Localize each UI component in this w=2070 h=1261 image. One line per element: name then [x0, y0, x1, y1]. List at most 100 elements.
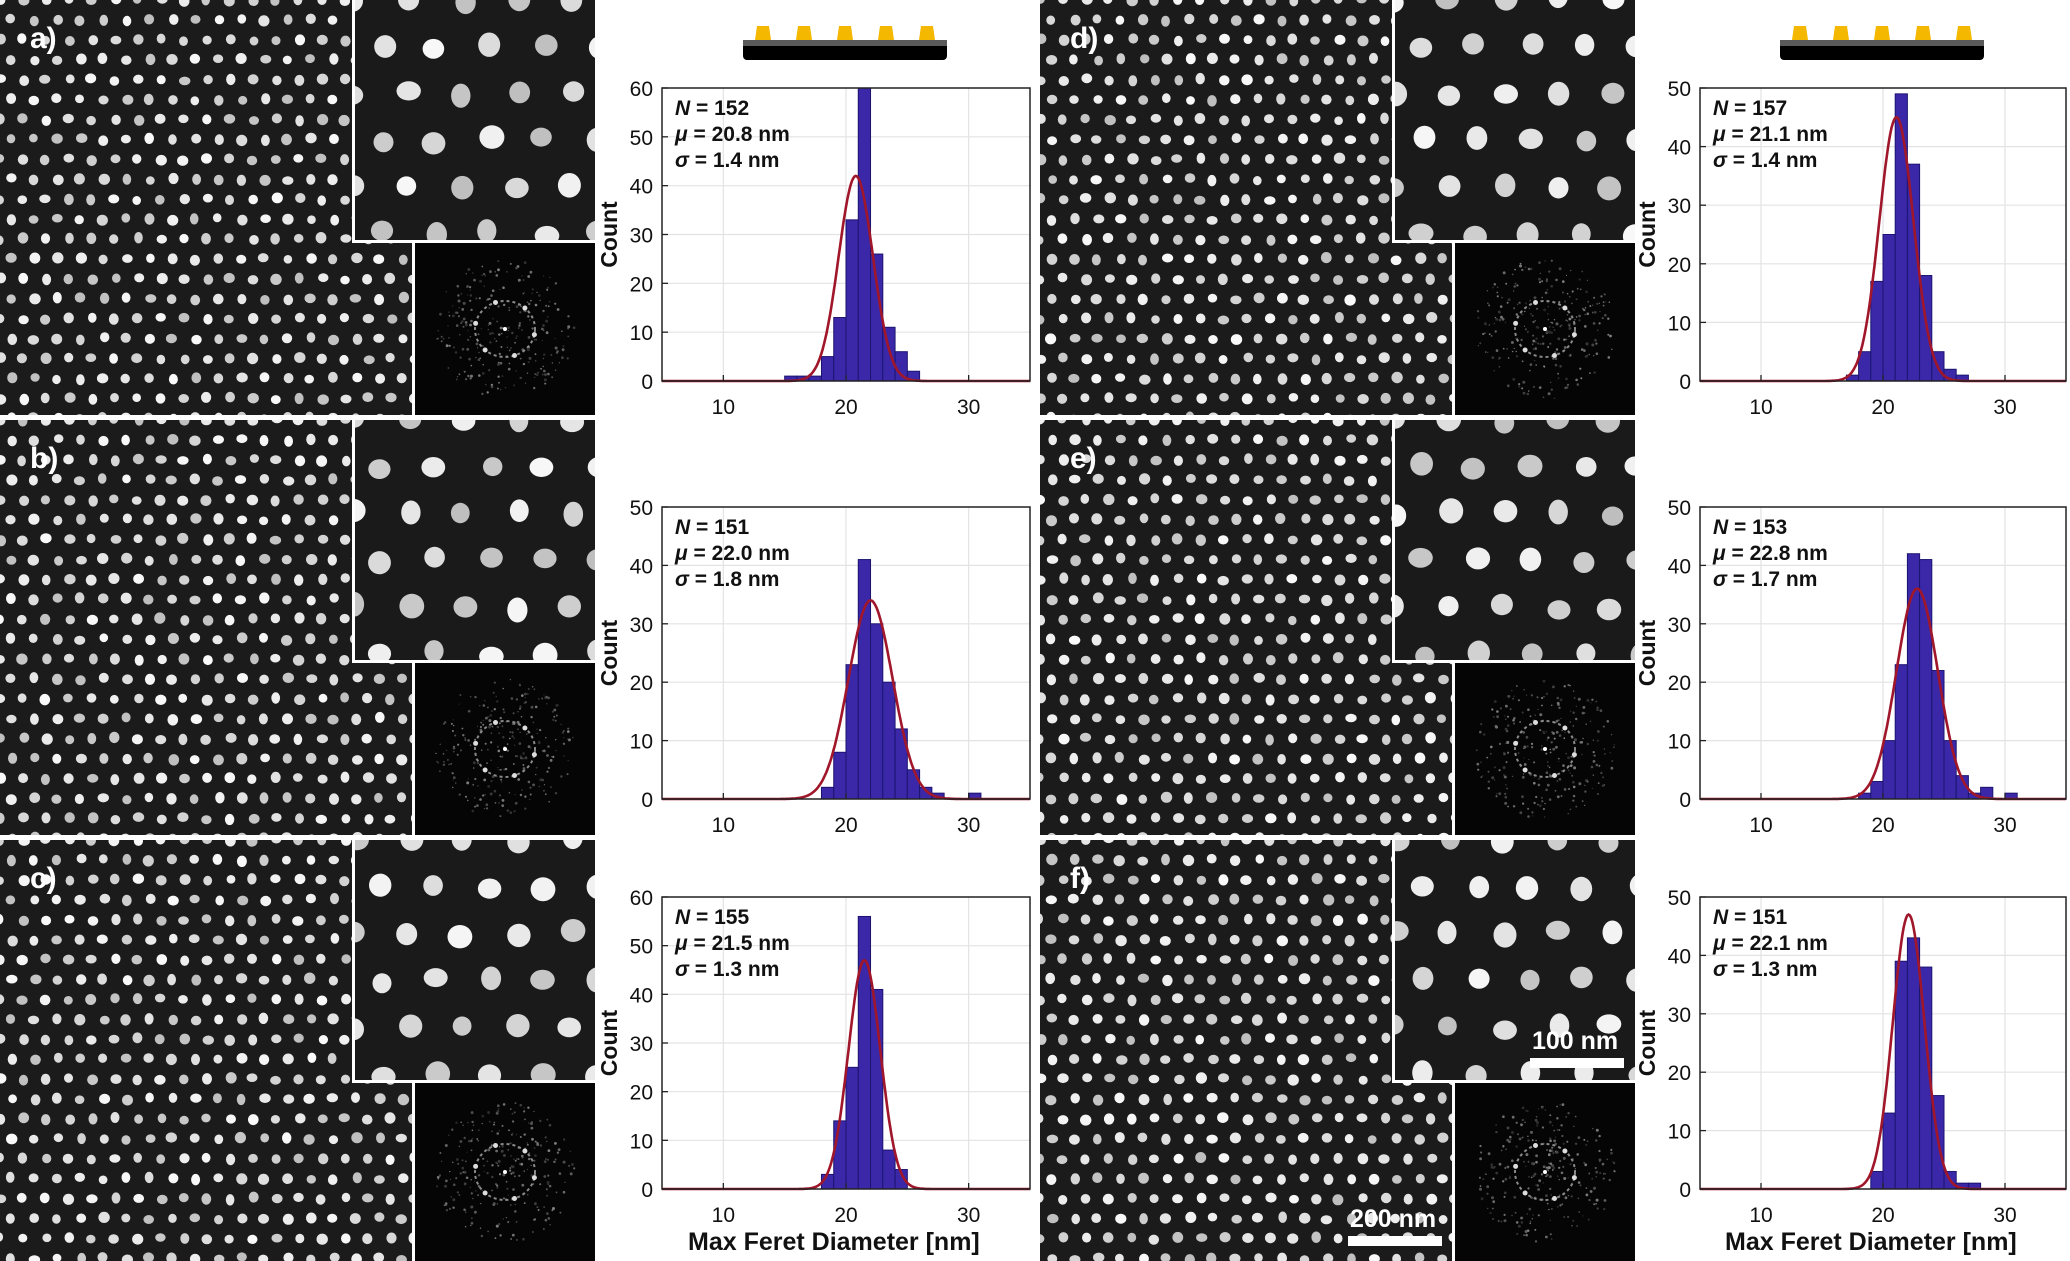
nanodot: [235, 555, 246, 567]
nanodot: [340, 420, 351, 424]
nanodot: [143, 1252, 154, 1261]
nanodot: [5, 1213, 15, 1224]
nanodot: [5, 673, 16, 683]
nanodot: [122, 513, 132, 524]
nanodot: [122, 254, 133, 263]
nanodot: [247, 352, 259, 365]
nanodot: [1217, 315, 1230, 325]
nanodot: [1356, 313, 1366, 324]
nanodot: [0, 235, 4, 246]
nanodot: [1310, 453, 1320, 466]
nanodot: [213, 713, 224, 723]
nanodot: [1079, 534, 1091, 544]
nanodot: [121, 833, 130, 835]
nanodot: [1299, 55, 1309, 67]
nanodot: [19, 1034, 29, 1046]
nanodot: [121, 1135, 131, 1145]
nanodot: [327, 1013, 339, 1025]
nanodot: [1231, 434, 1241, 444]
nanodot: [318, 573, 328, 585]
nanodot: [77, 1133, 86, 1145]
nanodot: [1040, 0, 1045, 4]
nanodot: [155, 875, 167, 886]
nanodot: [362, 692, 373, 704]
nanodot: [51, 1173, 62, 1184]
nanodot: [1265, 454, 1277, 465]
nanodot: [109, 1154, 121, 1163]
nanodot: [1266, 234, 1276, 246]
nanodot: [351, 713, 362, 726]
nanodot: [270, 771, 281, 783]
nanodot: [307, 1052, 317, 1063]
nanodot: [202, 114, 212, 125]
nanodot: [202, 772, 213, 783]
nanodot: [18, 915, 29, 926]
nanodot: [1138, 254, 1147, 266]
nanodot: [1426, 312, 1438, 323]
nanodot: [1171, 494, 1183, 504]
nanodot: [294, 74, 305, 86]
nanodot: [340, 275, 350, 285]
nanodot: [178, 916, 189, 925]
nanodot: [51, 935, 62, 945]
nanodot: [387, 314, 398, 324]
nanodot: [317, 313, 327, 324]
nanodot: [0, 1194, 7, 1204]
nanodot: [1070, 213, 1080, 225]
nanodot: [1150, 233, 1159, 245]
nanodot: [177, 155, 189, 166]
nanodot: [18, 812, 29, 823]
nanodot: [17, 693, 27, 703]
nanodot: [6, 854, 16, 867]
nanodot: [293, 840, 303, 846]
nanodot: [86, 693, 97, 703]
nanodot: [1173, 0, 1183, 5]
nanodot: [328, 855, 339, 865]
nanodot: [122, 173, 132, 185]
nanodot: [52, 252, 64, 264]
nanodot: [259, 435, 269, 447]
nanodot: [1185, 411, 1194, 415]
nanodot: [1264, 75, 1274, 85]
nanodot: [1185, 515, 1195, 527]
nanodot: [1378, 155, 1390, 165]
nanodot: [306, 554, 318, 565]
nanodot: [0, 694, 6, 704]
nanodot: [110, 1074, 122, 1084]
nanodot: [328, 254, 338, 265]
nanodot: [75, 675, 86, 686]
nanodot: [40, 953, 51, 964]
nanodot: [224, 693, 236, 704]
nanodot: [327, 554, 337, 566]
nanodot: [340, 573, 350, 583]
histogram-bar: [1906, 937, 1921, 1190]
nanodot: [1150, 113, 1162, 123]
nanodot: [63, 420, 75, 425]
nanodot: [1230, 213, 1242, 224]
nanodot: [131, 313, 143, 324]
nanodot: [1172, 275, 1184, 285]
nanodot: [1301, 412, 1310, 415]
nanodot: [213, 373, 224, 384]
nanodot: [73, 713, 85, 723]
x-tick-label: 30: [1993, 814, 2016, 837]
nanodot: [1069, 474, 1081, 484]
nanodot: [316, 734, 328, 744]
nanodot: [40, 1034, 51, 1046]
nanodot: [1380, 392, 1391, 404]
nanodot: [110, 35, 122, 45]
nanodot: [1195, 72, 1205, 85]
nanodot: [154, 1034, 165, 1045]
nanodot: [86, 1234, 96, 1244]
nanodot: [98, 854, 108, 864]
nanodot: [1115, 174, 1125, 183]
nanodot: [1334, 312, 1344, 323]
nanodot: [328, 412, 338, 415]
nanodot: [97, 553, 109, 564]
nanodot: [28, 633, 38, 643]
nanodot: [1289, 74, 1299, 83]
nanodot: [1253, 93, 1263, 104]
nanodot: [315, 1075, 326, 1085]
nanodot: [1275, 513, 1286, 524]
nanodot: [74, 793, 84, 805]
